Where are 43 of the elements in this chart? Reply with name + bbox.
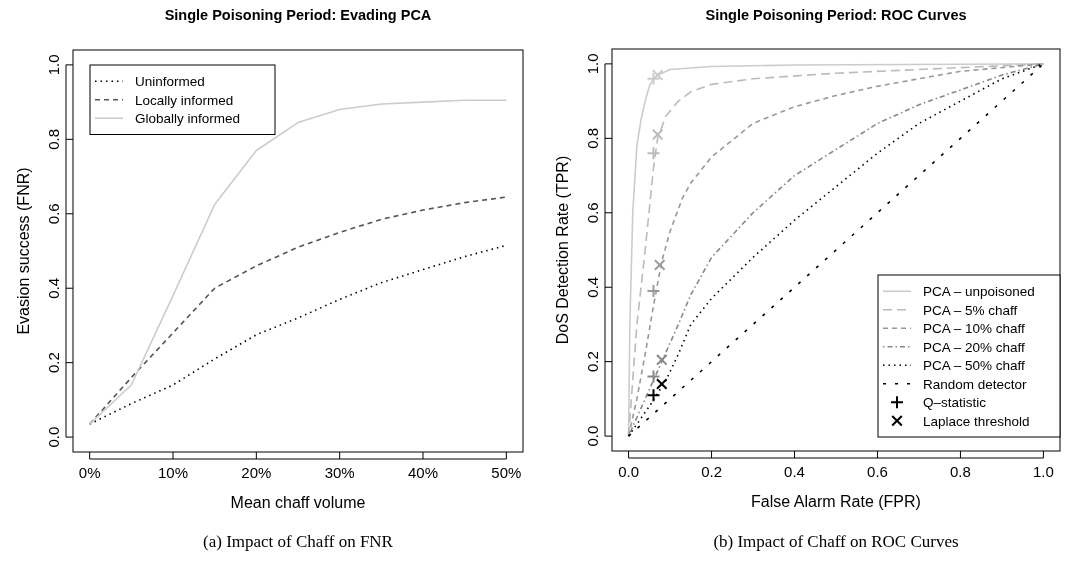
x-tick-label: 0.0 [618, 463, 640, 480]
y-axis-title: Evasion success (FNR) [15, 167, 32, 335]
chart-title: Single Poisoning Period: ROC Curves [705, 7, 967, 23]
legend-label: Random detector [923, 376, 1028, 392]
x-tick-label: 0.4 [784, 463, 805, 480]
legend-label: Q–statistic [923, 395, 987, 411]
chart-title: Single Poisoning Period: Evading PCA [164, 7, 432, 23]
legend-label: PCA – unpoisoned [923, 284, 1035, 300]
x-tick-label: 0.8 [950, 463, 971, 480]
x-tick-label: 30% [324, 464, 355, 481]
y-tick-label: 0.0 [45, 426, 62, 448]
y-tick-label: 0.2 [584, 351, 601, 373]
y-tick-label: 0.8 [45, 128, 62, 150]
y-tick-label: 0.6 [45, 203, 62, 225]
legend-label: PCA – 50% chaff [923, 358, 1026, 374]
x-tick-label: 1.0 [1032, 463, 1054, 480]
x-tick-label: 20% [241, 464, 272, 481]
legend-label: Laplace threshold [923, 413, 1030, 429]
y-axis-title: DoS Detection Rate (TPR) [554, 155, 571, 345]
x-tick-label: 10% [157, 464, 189, 481]
legend-label: PCA – 5% chaff [923, 302, 1018, 318]
x-tick-label: 40% [407, 464, 439, 481]
legend-label: Locally informed [135, 92, 234, 108]
text: (a) Impact of Chaff on FNR [203, 532, 394, 551]
x-axis-title: Mean chaff volume [230, 494, 366, 511]
x-tick-label: 0% [78, 464, 101, 481]
legend-label: PCA – 10% chaff [923, 321, 1026, 337]
x-axis-title: False Alarm Rate (FPR) [751, 493, 921, 510]
x-tick-label: 0.6 [867, 463, 888, 480]
x-tick-label: 50% [491, 464, 522, 481]
y-tick-label: 1.0 [584, 53, 601, 75]
legend-label: Globally informed [135, 111, 241, 127]
y-tick-label: 0.4 [45, 277, 62, 299]
y-tick-label: 1.0 [45, 54, 62, 76]
text: (b) Impact of Chaff on ROC Curves [713, 532, 959, 551]
y-tick-label: 0.6 [584, 202, 601, 224]
x-tick-label: 0.2 [701, 463, 722, 480]
y-tick-label: 0.4 [584, 276, 601, 298]
y-tick-label: 0.8 [584, 127, 601, 149]
legend-label: PCA – 20% chaff [923, 339, 1026, 355]
y-tick-label: 0.0 [584, 425, 601, 447]
legend-label: Uninformed [135, 74, 205, 90]
y-tick-label: 0.2 [45, 352, 62, 374]
